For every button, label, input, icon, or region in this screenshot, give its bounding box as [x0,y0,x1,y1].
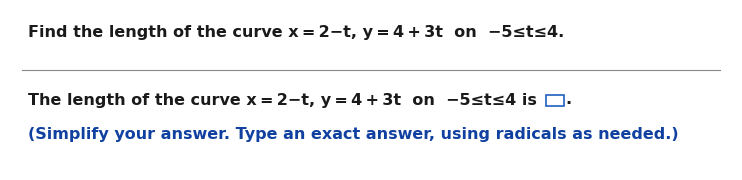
Text: (Simplify your answer. Type an exact answer, using radicals as needed.): (Simplify your answer. Type an exact ans… [28,127,679,143]
Text: .: . [565,93,571,107]
Bar [545,94,563,105]
Text: The length of the curve x = 2−t, y = 4 + 3t  on  −5≤t≤4 is: The length of the curve x = 2−t, y = 4 +… [28,93,542,107]
Text: Find the length of the curve x = 2−t, y = 4 + 3t  on  −5≤t≤4.: Find the length of the curve x = 2−t, y … [28,24,564,39]
